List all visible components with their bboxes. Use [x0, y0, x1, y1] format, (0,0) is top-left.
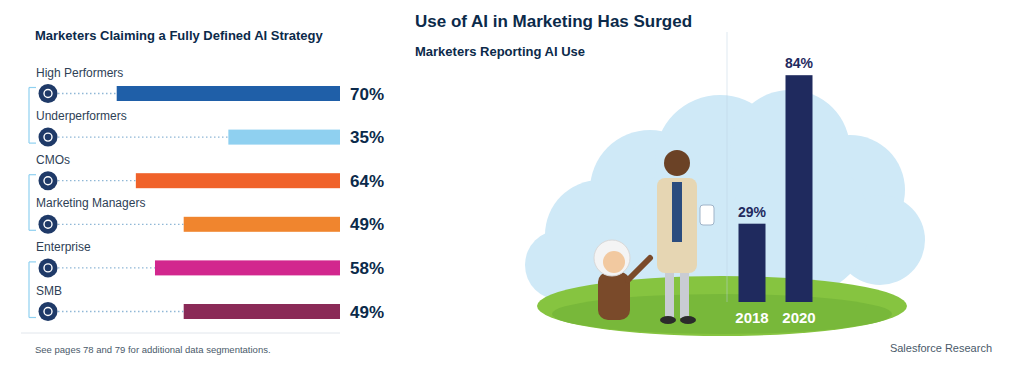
person-card [700, 205, 714, 225]
bracket [29, 174, 36, 175]
leader-line [58, 267, 155, 268]
bars [117, 86, 340, 319]
person [657, 150, 714, 324]
leader-line [58, 311, 184, 312]
data-label: 84% [785, 55, 814, 71]
chart-subtitle: Marketers Reporting AI Use [415, 44, 585, 59]
bracket [28, 262, 29, 318]
row-icon [39, 258, 58, 277]
data-label: 49% [350, 303, 384, 322]
chart-title: Marketers Claiming a Fully Defined AI St… [35, 28, 324, 43]
person-jacket [657, 178, 697, 273]
y-axis-line [727, 32, 728, 302]
category-label: SMB [36, 284, 62, 298]
category-label: Enterprise [36, 240, 91, 254]
category-label: Underperformers [36, 109, 127, 123]
category-label: Marketing Managers [36, 196, 145, 210]
row-icon-glyph [44, 220, 52, 228]
row-icon-glyph [44, 308, 52, 316]
person-head [664, 150, 690, 176]
data-label: 70% [350, 85, 384, 104]
person-shoe [660, 316, 676, 324]
mascot [594, 240, 650, 320]
person-shoe [680, 316, 696, 324]
bar [786, 75, 813, 302]
bracket [28, 88, 29, 144]
bars [739, 75, 813, 302]
row-icon-glyph [44, 177, 52, 185]
row-decor [29, 84, 228, 321]
bracket [29, 317, 36, 318]
category-label: High Performers [36, 66, 123, 80]
source: Salesforce Research [890, 342, 992, 354]
row-icon [39, 302, 58, 321]
person-shirt [672, 182, 682, 242]
row-icon-glyph [44, 264, 52, 272]
mascot-hair [594, 240, 630, 276]
row-icon [39, 171, 58, 190]
bracket [29, 143, 36, 144]
category-label: CMOs [36, 153, 70, 167]
mascot-arm [628, 258, 650, 280]
illustration [525, 90, 925, 336]
data-label: 29% [738, 204, 767, 220]
bar [136, 173, 340, 188]
row-icon [39, 84, 58, 103]
data-label: 35% [350, 128, 384, 147]
bar [184, 304, 340, 319]
bracket [29, 261, 36, 262]
bar [155, 260, 340, 275]
bar [184, 217, 340, 232]
data-label: 58% [350, 259, 384, 278]
data-label: 49% [350, 215, 384, 234]
vertical-bar-chart: Use of AI in Marketing Has Surged Markete… [415, 12, 992, 354]
bar [739, 224, 766, 302]
bar [117, 86, 340, 101]
category-label: 2020 [782, 309, 815, 326]
row-icon-glyph [44, 133, 52, 141]
bracket [28, 175, 29, 231]
row-icon-glyph [44, 90, 52, 98]
person-leg [680, 268, 689, 318]
category-label: 2018 [735, 309, 768, 326]
leader-line [58, 93, 117, 94]
mascot-face [603, 251, 625, 273]
leader-line [58, 136, 228, 137]
footnote: See pages 78 and 79 for additional data … [35, 344, 271, 355]
chart-title: Use of AI in Marketing Has Surged [415, 12, 692, 31]
bar [228, 130, 340, 145]
horizontal-bar-chart: Marketers Claiming a Fully Defined AI St… [21, 28, 384, 355]
row-icon [39, 215, 58, 234]
data-label: 64% [350, 172, 384, 191]
person-leg [665, 268, 674, 318]
leader-line [58, 224, 184, 225]
bracket [29, 87, 36, 88]
grass [537, 276, 907, 336]
leader-line [58, 180, 136, 181]
bracket [29, 230, 36, 231]
x-axis-line [21, 333, 340, 334]
row-icon [39, 128, 58, 147]
canvas: Marketers Claiming a Fully Defined AI St… [0, 0, 1024, 371]
